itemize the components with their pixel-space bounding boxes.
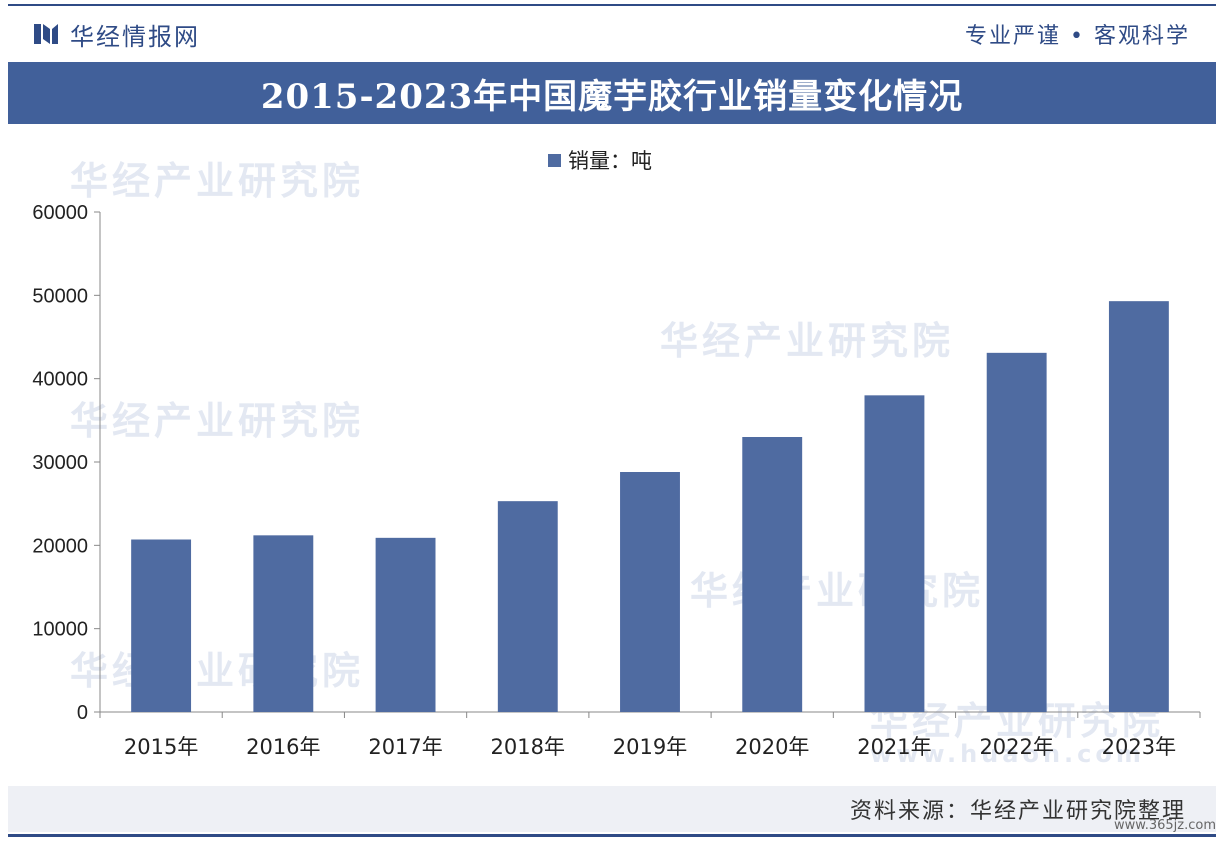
top-rule bbox=[8, 4, 1216, 6]
corner-watermark: www.365jz.com bbox=[1114, 818, 1216, 833]
x-tick-label: 2018年 bbox=[491, 735, 565, 759]
legend-label: 销量：吨 bbox=[568, 149, 652, 173]
bar[interactable] bbox=[742, 437, 803, 712]
bar[interactable] bbox=[375, 537, 436, 712]
x-tick-label: 2023年 bbox=[1102, 735, 1176, 759]
bar[interactable] bbox=[620, 472, 680, 712]
legend-swatch bbox=[548, 154, 561, 167]
x-tick-label: 2019年 bbox=[613, 735, 687, 759]
brand-logo-icon bbox=[34, 24, 58, 44]
y-tick-label: 0 bbox=[77, 702, 88, 724]
bar[interactable] bbox=[1108, 301, 1169, 712]
slogan: 专业严谨 • 客观科学 bbox=[965, 24, 1190, 49]
y-tick-label: 10000 bbox=[32, 619, 88, 641]
bar[interactable] bbox=[864, 395, 925, 712]
header: 华经情报网 专业严谨 • 客观科学 bbox=[8, 10, 1216, 58]
footer: 资料来源：华经产业研究院整理 bbox=[8, 786, 1216, 832]
x-tick-label: 2015年 bbox=[124, 735, 198, 759]
chart-area: 华经产业研究院 华经产业研究院 华经产业研究院 华经产业研究院 华经产业研究院 … bbox=[0, 130, 1224, 770]
bar[interactable] bbox=[131, 539, 192, 713]
x-tick-label: 2017年 bbox=[368, 735, 442, 759]
bottom-rule bbox=[8, 834, 1216, 837]
y-tick-label: 30000 bbox=[32, 452, 88, 474]
y-tick-label: 20000 bbox=[32, 535, 88, 557]
x-tick-label: 2020年 bbox=[735, 735, 809, 759]
x-tick-label: 2022年 bbox=[979, 735, 1053, 759]
y-tick-label: 50000 bbox=[32, 285, 88, 307]
y-tick-label: 40000 bbox=[32, 369, 88, 391]
title-bar: 2015-2023年中国魔芋胶行业销量变化情况 bbox=[8, 62, 1216, 124]
x-tick-label: 2016年 bbox=[246, 735, 320, 759]
x-tick-label: 2021年 bbox=[857, 735, 931, 759]
source-note: 资料来源：华经产业研究院整理 bbox=[849, 799, 1186, 824]
brand-name: 华经情报网 bbox=[70, 22, 200, 51]
bar[interactable] bbox=[986, 352, 1047, 712]
bar[interactable] bbox=[253, 535, 314, 712]
bar-chart: 销量：吨 0 10000 20000 30000 40000 50000 60000 2015年… bbox=[32, 149, 1201, 759]
brand: 华经情报网 bbox=[8, 17, 200, 52]
bar[interactable] bbox=[497, 501, 558, 712]
y-tick-label: 60000 bbox=[32, 202, 88, 224]
chart-title: 2015-2023年中国魔芋胶行业销量变化情况 bbox=[260, 76, 964, 117]
